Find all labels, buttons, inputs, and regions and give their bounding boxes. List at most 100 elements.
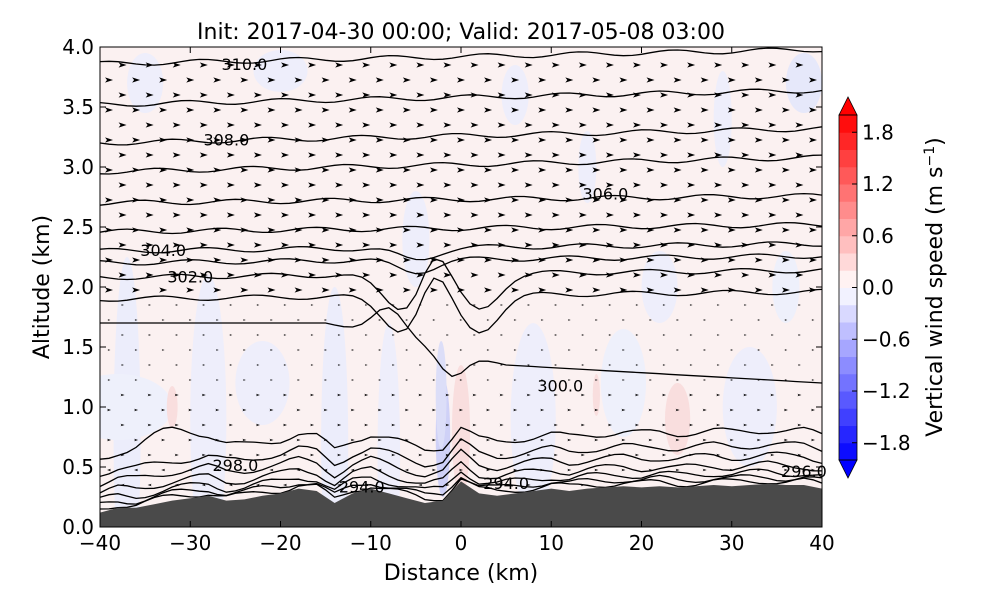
wind-vector-arrow: [201, 423, 206, 427]
wind-vector-arrow: [105, 137, 114, 143]
wind-vector-arrow: [754, 197, 763, 203]
wind-vector-arrow: [351, 319, 355, 321]
wind-vector-arrow: [754, 257, 763, 263]
wind-vector-arrow: [161, 379, 165, 381]
wind-vector-arrow: [186, 107, 195, 113]
wind-shading-patch: [100, 374, 173, 440]
wind-vector-arrow: [335, 242, 344, 248]
wind-vector-arrow: [538, 77, 547, 83]
wind-vector-arrow: [594, 379, 598, 381]
wind-vector-arrow: [768, 212, 777, 218]
wind-vector-arrow: [105, 227, 114, 233]
theta-contour-line: [100, 460, 822, 494]
wind-vector-arrow: [578, 92, 587, 98]
wind-vector-arrow: [729, 408, 734, 412]
wind-vector-arrow: [473, 364, 476, 366]
wind-vector-arrow: [107, 379, 111, 381]
wind-vector-arrow: [432, 319, 436, 321]
wind-vector-arrow: [795, 122, 804, 128]
wind-shading-patch: [321, 287, 349, 527]
wind-vector-arrow: [676, 379, 679, 381]
wind-vector-arrow: [511, 257, 520, 263]
wind-vector-arrow: [281, 92, 290, 98]
wind-vector-arrow: [497, 152, 506, 158]
wind-vector-arrow: [825, 454, 829, 457]
wind-vector-arrow: [267, 77, 276, 83]
wind-vector-arrow: [714, 62, 723, 68]
wind-vector-arrow: [418, 304, 422, 306]
wind-vector-arrow: [253, 62, 262, 68]
wind-vector-arrow: [757, 349, 761, 351]
wind-vector-arrow: [703, 349, 707, 351]
wind-vector-arrow: [362, 272, 371, 278]
wind-vector-arrow: [486, 319, 490, 321]
theta-contour-line: [100, 253, 822, 275]
wind-vector-arrow: [308, 212, 317, 218]
wind-vector-arrow: [646, 137, 655, 143]
wind-vector-arrow: [673, 137, 682, 143]
wind-vector-arrow: [621, 438, 626, 442]
colorbar-segment: [839, 391, 857, 409]
colorbar-segment: [839, 373, 857, 392]
wind-vector-arrow: [148, 334, 152, 336]
wind-vector-arrow: [524, 272, 533, 278]
wind-vector-arrow: [132, 107, 141, 113]
wind-vector-arrow: [673, 77, 682, 83]
colorbar-tick-label: 1.8: [862, 120, 894, 144]
wind-vector-arrow: [294, 197, 303, 203]
wind-vector-arrow: [375, 77, 384, 83]
wind-vector-arrow: [741, 182, 750, 188]
wind-vector-arrow: [321, 167, 330, 173]
wind-vector-arrow: [770, 453, 775, 457]
wind-vector-arrow: [296, 408, 301, 412]
wind-vector-arrow: [267, 287, 276, 293]
colorbar-segment: [839, 287, 857, 306]
wind-vector-arrow: [551, 272, 560, 278]
wind-vector-arrow: [267, 257, 276, 263]
wind-vector-arrow: [132, 257, 141, 263]
wind-vector-arrow: [524, 62, 533, 68]
wind-vector-arrow: [281, 272, 290, 278]
wind-vector-arrow: [283, 304, 287, 306]
wind-vector-arrow: [132, 137, 141, 143]
wind-vector-arrow: [660, 242, 669, 248]
wind-vector-arrow: [335, 152, 344, 158]
wind-vector-arrow: [797, 453, 802, 457]
wind-vector-arrow: [188, 349, 192, 351]
wind-vector-arrow: [283, 453, 288, 457]
wind-vector-arrow: [161, 408, 166, 412]
wind-vector-arrow: [337, 423, 342, 427]
wind-vector-arrow: [676, 349, 679, 351]
wind-vector-arrow: [687, 272, 696, 278]
wind-vector-arrow: [484, 107, 493, 113]
wind-vector-arrow: [281, 242, 290, 248]
wind-vector-arrow: [567, 349, 571, 351]
x-tick-label: −30: [169, 531, 211, 555]
wind-vector-arrow: [605, 122, 614, 128]
wind-vector-arrow: [499, 483, 504, 487]
wind-vector-arrow: [446, 304, 449, 306]
wind-vector-arrow: [148, 304, 152, 306]
wind-vector-arrow: [389, 152, 398, 158]
wind-vector-arrow: [619, 287, 628, 293]
x-tick-label: 20: [629, 531, 654, 555]
y-tick-label: 2.0: [62, 275, 94, 299]
wind-vector-arrow: [321, 227, 330, 233]
wind-vector-arrow: [429, 107, 438, 113]
wind-vector-arrow: [118, 122, 127, 128]
wind-vector-arrow: [297, 349, 300, 351]
wind-vector-arrow: [199, 62, 208, 68]
wind-vector-arrow: [201, 483, 206, 487]
contour-label: 306.0: [582, 185, 628, 204]
wind-vector-arrow: [201, 393, 206, 397]
wind-vector-arrow: [199, 92, 208, 98]
wind-vector-arrow: [294, 227, 303, 233]
wind-vector-arrow: [132, 197, 141, 203]
wind-vector-arrow: [578, 272, 587, 278]
wind-vector-arrow: [321, 77, 330, 83]
wind-vector-arrow: [741, 92, 750, 98]
wind-vector-arrow: [673, 257, 682, 263]
wind-vector-arrow: [283, 483, 288, 487]
wind-vector-arrow: [402, 287, 411, 293]
wind-vector-arrow: [364, 393, 369, 397]
